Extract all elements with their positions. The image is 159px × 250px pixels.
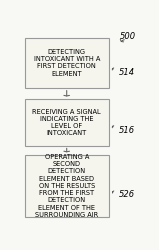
Text: OPERATING A
SECOND
DETECTION
ELEMENT BASED
ON THE RESULTS
FROM THE FIRST
DETECTI: OPERATING A SECOND DETECTION ELEMENT BAS… xyxy=(35,154,98,218)
Text: 526: 526 xyxy=(113,190,135,199)
Text: 514: 514 xyxy=(112,68,135,77)
Text: 516: 516 xyxy=(112,126,135,134)
FancyBboxPatch shape xyxy=(25,99,109,146)
FancyBboxPatch shape xyxy=(25,38,109,88)
Text: DETECTING
INTOXICANT WITH A
FIRST DETECTION
ELEMENT: DETECTING INTOXICANT WITH A FIRST DETECT… xyxy=(34,49,100,76)
FancyBboxPatch shape xyxy=(25,155,109,217)
Text: 500: 500 xyxy=(120,32,136,41)
Text: RECEIVING A SIGNAL
INDICATING THE
LEVEL OF
INTOXICANT: RECEIVING A SIGNAL INDICATING THE LEVEL … xyxy=(32,108,101,136)
